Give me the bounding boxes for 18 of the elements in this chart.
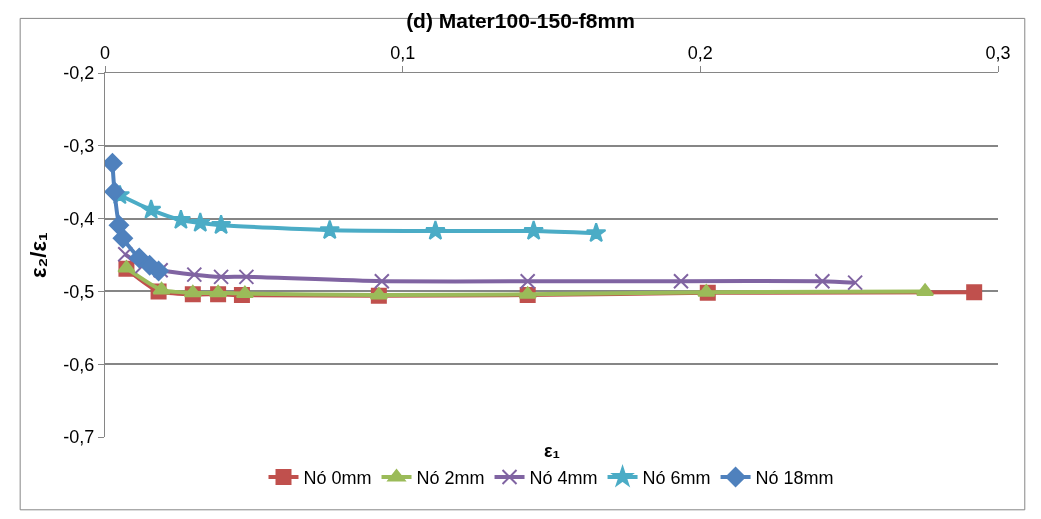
y-tick-label: -0,2 [63,63,95,84]
legend-label: Nó 6mm [642,468,711,489]
y-tick-label: -0,4 [63,208,95,229]
x-axis-title: ε₁ [544,441,560,461]
y-axis-title: ε₂/ε₁ [26,232,52,278]
x-tick-label: 0,2 [687,42,713,63]
legend-label: Nó 18mm [755,468,834,489]
x-tick-label: 0,3 [985,42,1011,63]
y-tick-label: -0,5 [63,281,95,302]
legend-label: Nó 2mm [416,468,485,489]
y-tick-label: -0,7 [63,427,95,448]
y-tick-label: -0,6 [63,354,95,375]
chart-title: (d) Mater100-150-f8mm [406,8,635,32]
y-tick-label: -0,3 [63,136,95,157]
x-tick-label: 0,1 [390,42,416,63]
x-tick-label: 0 [99,42,111,63]
legend-label: Nó 0mm [303,468,372,489]
legend-label: Nó 4mm [529,468,598,489]
